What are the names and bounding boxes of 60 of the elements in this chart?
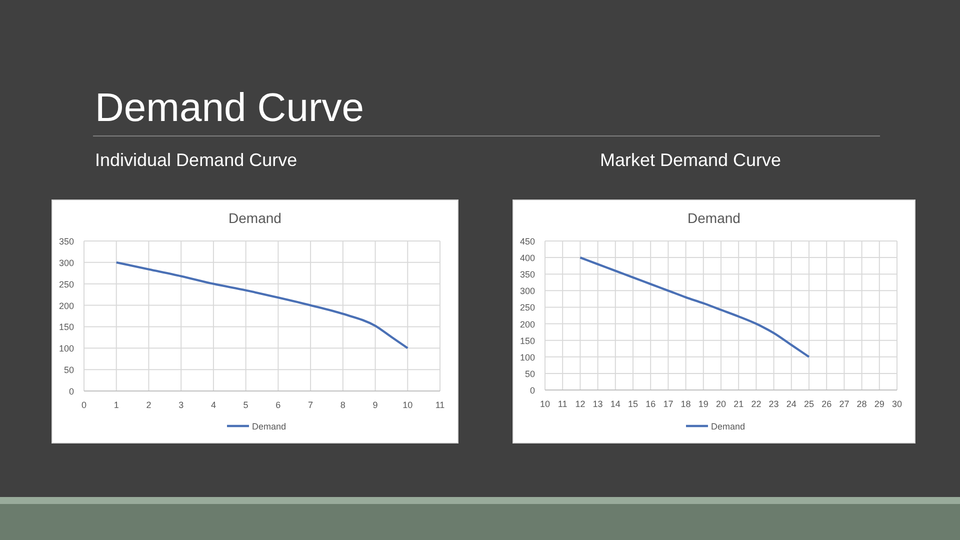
x-tick-label: 11 xyxy=(435,400,445,410)
chart-title: Demand xyxy=(688,210,740,226)
x-tick-label: 7 xyxy=(308,400,314,410)
x-tick-label: 13 xyxy=(592,399,603,409)
x-tick-label: 5 xyxy=(243,400,248,410)
y-tick-label: 300 xyxy=(58,258,74,268)
y-tick-label: 0 xyxy=(68,386,74,396)
x-tick-label: 4 xyxy=(210,400,216,410)
x-tick-label: 18 xyxy=(680,399,691,409)
x-tick-label: 8 xyxy=(340,400,346,410)
line-series xyxy=(115,261,409,350)
x-tick-label: 28 xyxy=(856,399,867,409)
y-tick-label: 50 xyxy=(524,368,535,379)
x-tick-label: 6 xyxy=(276,400,281,410)
x-tick-label: 10 xyxy=(540,399,550,409)
y-tick-label: 100 xyxy=(58,344,74,354)
x-tick-label: 27 xyxy=(839,399,850,409)
text: Demand Curve xyxy=(95,86,364,130)
y-tick-label: 200 xyxy=(58,300,74,311)
line-series xyxy=(579,256,810,358)
x-tick-label: 12 xyxy=(575,399,586,409)
x-tick-label: 0 xyxy=(81,400,87,410)
x-tick-label: 30 xyxy=(892,399,902,409)
y-tick-label: 300 xyxy=(520,286,535,296)
x-tick-label: 11 xyxy=(558,399,568,409)
x-tick-label: 19 xyxy=(698,399,708,409)
y-tick-label: 150 xyxy=(520,336,535,346)
y-tick-label: 0 xyxy=(530,386,535,396)
chart-title: Demand xyxy=(228,210,282,226)
x-tick-label: 22 xyxy=(751,399,762,409)
x-tick-label: 17 xyxy=(663,399,674,409)
y-tick-label: 50 xyxy=(64,365,74,376)
x-tick-label: 26 xyxy=(822,399,832,409)
chart-subtitle: Individual Demand Curve xyxy=(95,150,298,170)
x-tick-label: 10 xyxy=(402,400,413,410)
y-tick-label: 350 xyxy=(520,270,535,280)
legend-label: Demand xyxy=(252,422,286,432)
x-tick-label: 21 xyxy=(734,399,744,409)
y-tick-label: 250 xyxy=(520,302,535,313)
y-tick-label: 450 xyxy=(520,236,535,246)
x-tick-label: 1 xyxy=(114,400,119,410)
y-tick-label: 100 xyxy=(520,352,535,362)
y-tick-label: 250 xyxy=(58,279,74,290)
x-tick-label: 9 xyxy=(372,400,378,410)
x-tick-label: 2 xyxy=(146,400,152,410)
x-tick-label: 15 xyxy=(628,399,638,409)
x-tick-label: 16 xyxy=(646,399,656,409)
legend-label: Demand xyxy=(711,422,746,432)
x-tick-label: 20 xyxy=(716,399,726,409)
x-tick-label: 29 xyxy=(874,399,884,409)
x-tick-label: 3 xyxy=(178,400,184,410)
y-tick-label: 350 xyxy=(58,236,74,246)
y-tick-label: 150 xyxy=(58,322,74,332)
chart-subtitle: Market Demand Curve xyxy=(600,150,782,170)
x-tick-label: 14 xyxy=(610,399,620,409)
x-tick-label: 25 xyxy=(804,399,814,409)
x-tick-label: 24 xyxy=(786,399,796,409)
y-tick-label: 200 xyxy=(520,319,535,330)
x-tick-label: 23 xyxy=(768,399,779,409)
y-tick-label: 400 xyxy=(520,253,535,264)
